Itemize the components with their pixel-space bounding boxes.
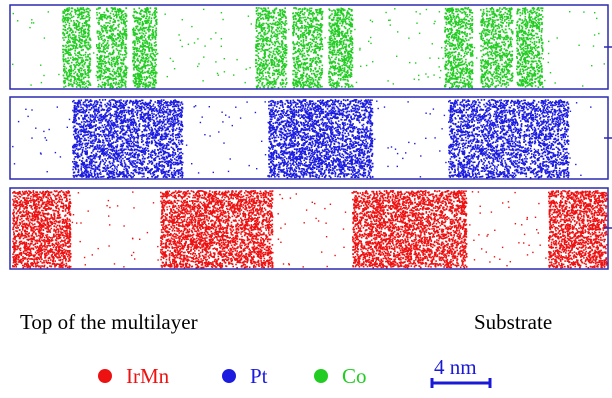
pt-panel [12, 99, 591, 179]
top-of-multilayer-label: Top of the multilayer [20, 310, 198, 335]
substrate-label: Substrate [474, 310, 552, 335]
irmn-panel [12, 190, 608, 269]
irmn-panel-frame [10, 188, 608, 269]
atom-probe-reconstruction [0, 0, 612, 280]
co-panel [12, 7, 605, 89]
scale-bar [0, 355, 612, 395]
legend: IrMn Pt Co 4 nm [0, 355, 612, 395]
